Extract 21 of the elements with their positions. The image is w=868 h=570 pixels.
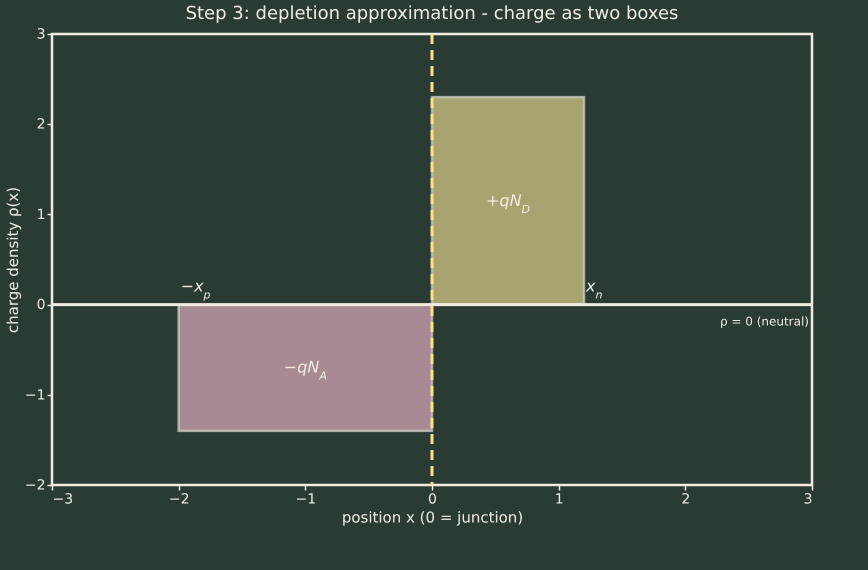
data-label: +qN$_{D}$: [486, 190, 530, 216]
x-axis-title: position x (0 = junction): [342, 508, 524, 526]
x-tick-label: 1: [554, 492, 564, 508]
x-tick-label: −1: [296, 492, 316, 508]
y-axis-title: charge density ρ(x): [4, 186, 22, 334]
y-tick-label: 3: [36, 26, 46, 42]
x-tick-label: −2: [168, 492, 190, 508]
x-tick-label: 0: [428, 492, 437, 508]
data-label: −qN$_{A}$: [284, 358, 327, 382]
y-tick-label: −2: [24, 478, 46, 494]
chart-title: Step 3: depletion approximation - charge as two boxes: [186, 3, 678, 24]
annotation: −x$_{p}$: [180, 276, 211, 302]
y-tick-label: −1: [24, 387, 46, 404]
x-tick-label: −3: [52, 492, 74, 508]
x-tick-label: 2: [681, 492, 690, 508]
y-tick-label: 1: [36, 206, 46, 223]
annotation: x$_{n}$: [585, 276, 602, 302]
y-tick-label: 0: [36, 297, 46, 314]
annotation: ρ = 0 (neutral): [720, 314, 809, 329]
x-tick-label: 3: [804, 492, 812, 508]
y-tick-label: 2: [36, 116, 46, 133]
